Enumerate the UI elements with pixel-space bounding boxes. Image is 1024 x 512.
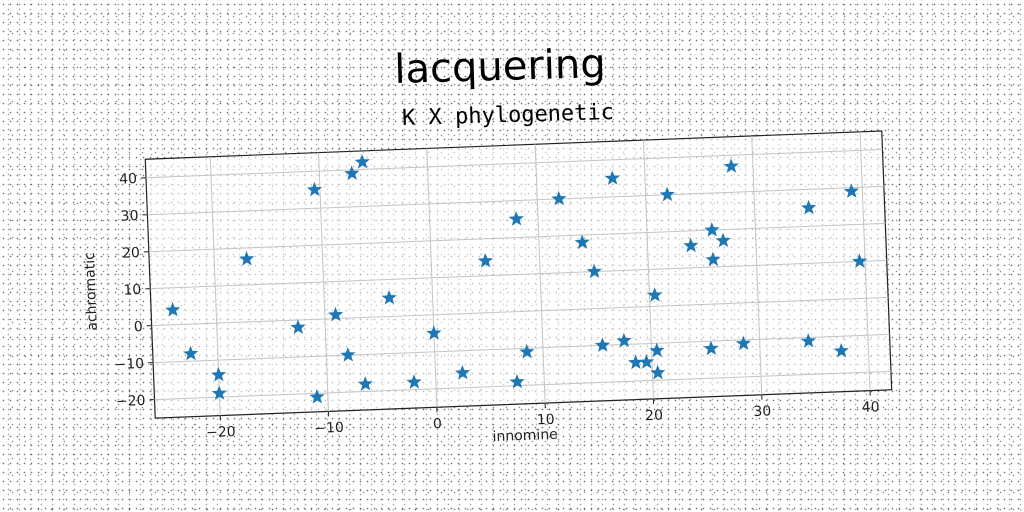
data-point-star — [574, 234, 590, 250]
data-point-star — [650, 364, 666, 380]
data-point-star — [715, 232, 731, 248]
data-point-star — [357, 376, 373, 391]
data-point-star — [183, 345, 199, 361]
x-tick-label: 0 — [433, 416, 443, 432]
data-point-star — [659, 186, 675, 202]
y-tick-label: 20 — [122, 245, 140, 262]
data-point-star — [649, 342, 665, 358]
data-point-star — [519, 343, 535, 359]
data-point-star — [406, 374, 422, 389]
data-point-star — [735, 335, 751, 351]
data-point-star — [851, 253, 868, 269]
data-point-star — [239, 251, 255, 266]
data-points — [165, 154, 868, 404]
data-point-star — [354, 154, 370, 169]
data-point-star — [211, 385, 227, 401]
data-point-star — [508, 211, 524, 226]
y-grid-line — [148, 222, 886, 253]
y-grid-line — [153, 333, 890, 364]
data-point-star — [723, 158, 739, 174]
y-tick-label: 0 — [133, 319, 143, 335]
y-grid-line — [150, 259, 887, 290]
chart-title: lacquering — [394, 41, 606, 93]
data-point-star — [551, 190, 567, 206]
data-point-star — [594, 337, 611, 352]
x-tick-label: 20 — [645, 408, 663, 425]
data-point-star — [509, 373, 525, 389]
y-grid-line — [147, 185, 884, 216]
chart-subtitle: K X phylogenetic — [402, 100, 615, 131]
data-point-star — [327, 306, 344, 322]
data-point-star — [586, 263, 602, 279]
data-point-star — [165, 302, 181, 317]
data-point-star — [705, 251, 721, 267]
data-point-star — [800, 333, 816, 348]
data-point-star — [426, 325, 442, 340]
y-tick-label: 30 — [120, 208, 138, 225]
y-tick-label: 40 — [119, 171, 137, 188]
x-tick-label: 40 — [861, 399, 879, 416]
data-point-star — [309, 389, 325, 404]
y-grid-line — [151, 296, 889, 327]
data-point-star — [210, 366, 227, 382]
data-point-star — [604, 170, 620, 185]
y-tick-label: −10 — [114, 356, 144, 373]
x-tick-label: 10 — [537, 412, 555, 429]
data-point-star — [616, 332, 632, 348]
y-tick-label: 10 — [123, 282, 141, 299]
x-axis-label: innomine — [492, 427, 558, 445]
data-point-star — [628, 354, 644, 370]
data-point-star — [290, 319, 306, 335]
data-point-star — [703, 340, 719, 356]
ticks: −20 −10 0 10 20 30 40 −20 −10 0 10 20 30 40 — [114, 171, 880, 441]
y-tick-label: −20 — [116, 393, 146, 410]
data-point-star — [454, 364, 471, 380]
data-point-star — [340, 347, 356, 362]
data-point-star — [833, 342, 849, 358]
data-point-star — [344, 165, 360, 181]
x-tick-label: −10 — [314, 420, 344, 437]
data-point-star — [381, 290, 397, 305]
y-grid-line — [154, 370, 891, 401]
data-point-star — [477, 252, 493, 268]
data-point-star — [638, 354, 655, 369]
data-point-star — [704, 222, 720, 237]
y-axis-label: achromatic — [82, 252, 101, 331]
y-grid-line — [145, 148, 883, 179]
x-tick-label: −20 — [206, 424, 236, 441]
x-tick-label: 30 — [753, 403, 771, 420]
data-point-star — [843, 183, 860, 199]
data-point-star — [647, 287, 663, 302]
grid — [145, 131, 891, 416]
data-point-star — [801, 199, 817, 215]
data-point-star — [683, 237, 699, 253]
data-point-star — [306, 181, 323, 197]
